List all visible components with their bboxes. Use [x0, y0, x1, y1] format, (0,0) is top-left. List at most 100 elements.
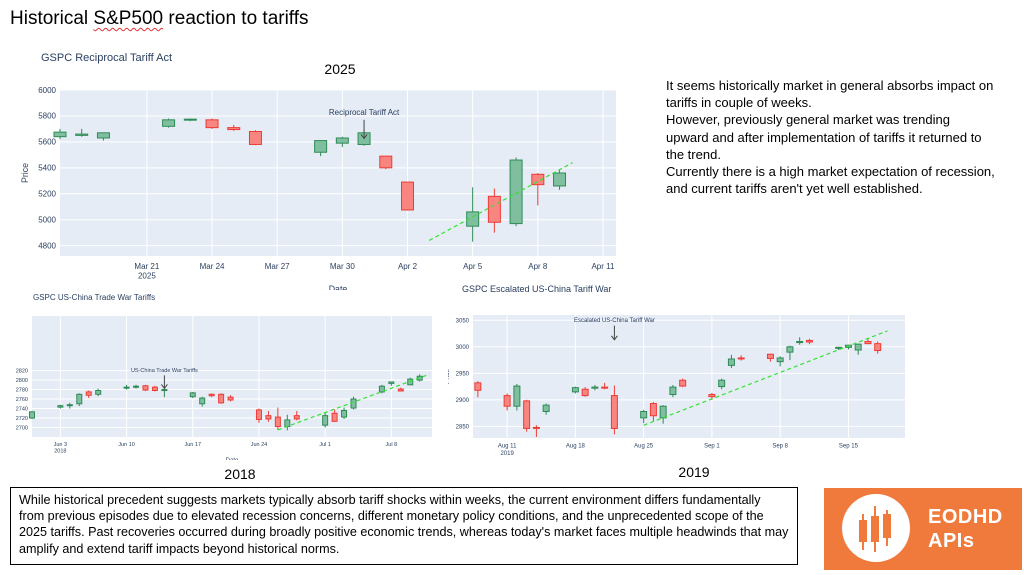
candle-body — [205, 119, 219, 129]
x-tick-label: Mar 24 — [200, 262, 225, 271]
candle-body — [766, 353, 774, 359]
insight-paragraph: Currently there is a high market expecta… — [666, 164, 995, 197]
candle-body — [322, 415, 329, 426]
candle-body — [162, 119, 176, 127]
plot-area — [473, 315, 905, 438]
candle-body — [640, 410, 648, 419]
candle-body — [331, 412, 338, 422]
candle-body — [265, 415, 272, 420]
insight-paragraph: It seems historically market in general … — [666, 78, 994, 111]
y-tick-label: 2820 — [16, 368, 28, 374]
candle-body — [255, 409, 262, 420]
candle-body — [29, 411, 35, 419]
candlestick-logo-icon — [842, 494, 910, 562]
candle-body — [553, 172, 567, 187]
candle-body — [523, 400, 531, 429]
candle-body — [151, 386, 158, 391]
candle-body — [133, 385, 140, 388]
candle-body — [835, 346, 843, 349]
candle-body — [75, 133, 89, 136]
trend-line — [643, 330, 888, 426]
candle-body — [571, 387, 579, 393]
y-tick-label: 3000 — [456, 345, 470, 351]
insight-text: It seems historically market in general … — [666, 77, 996, 197]
candle-body — [142, 385, 149, 391]
candle-body — [737, 357, 745, 360]
candle-body — [591, 386, 599, 389]
candle-body — [248, 131, 262, 145]
y-axis-title: Price — [448, 369, 451, 384]
candle-body — [581, 388, 589, 397]
event-annotation-label: Reciprocal Tariff Act — [329, 108, 400, 117]
y-tick-label: 2900 — [456, 398, 470, 404]
candle-body — [199, 397, 206, 405]
candle-body — [123, 386, 130, 389]
y-tick-label: 6000 — [38, 86, 56, 95]
event-annotation-label: Escalated US-China Tariff War — [574, 318, 655, 324]
candle-body — [532, 426, 540, 429]
event-annotation-arrow-head — [611, 335, 618, 341]
candle-body — [397, 388, 404, 392]
logo-text-line1: EODHD — [928, 506, 1003, 528]
candle-body — [776, 357, 784, 363]
x-tick-label: Jul 8 — [386, 442, 398, 448]
candle-body — [66, 404, 73, 407]
candle-body — [531, 173, 545, 186]
x-tick-label: Sep 8 — [772, 444, 788, 450]
y-tick-label: 2800 — [16, 378, 28, 384]
summary-box: While historical precedent suggests mark… — [10, 487, 798, 565]
candle-body — [293, 415, 300, 420]
candle-body — [649, 403, 657, 417]
eodhd-logo: EODHD APIs — [824, 488, 1022, 570]
y-tick-label: 3050 — [456, 318, 470, 324]
x-tick-label: Apr 5 — [463, 262, 483, 271]
y-tick-label: 2700 — [16, 425, 28, 431]
candle-body — [388, 381, 395, 384]
x-tick-label: Mar 27 — [265, 262, 290, 271]
candle-body — [95, 389, 102, 395]
plot-area — [32, 316, 432, 437]
candle-body — [208, 393, 215, 397]
candle-body — [57, 405, 64, 408]
x-tick-label: Mar 21 — [134, 262, 159, 271]
x-tick-label: Jul 1 — [319, 442, 331, 448]
x-tick-label: Apr 11 — [591, 262, 615, 271]
x-tick-sublabel: 2025 — [138, 271, 156, 280]
x-tick-label: Jun 10 — [118, 442, 135, 448]
candle-body — [85, 391, 92, 396]
x-tick-sublabel: 2019 — [500, 451, 514, 457]
candle-body — [509, 159, 523, 225]
page-title: Historical S&P500 reaction to tariffs — [10, 8, 309, 29]
candle-body — [542, 404, 550, 412]
candle-body — [864, 341, 872, 345]
x-tick-label: Jun 3 — [54, 442, 67, 448]
x-tick-sublabel: 2018 — [54, 448, 66, 454]
candle-body — [503, 395, 511, 407]
candle-body — [335, 137, 349, 144]
y-tick-label: 2780 — [16, 387, 28, 393]
plot-area — [60, 90, 616, 256]
candle-body — [274, 416, 281, 428]
y-axis-title: Price — [20, 163, 30, 183]
y-tick-label: 5400 — [38, 164, 56, 173]
x-tick-label: Aug 25 — [634, 444, 654, 450]
chart-2018-year-label: 2018 — [224, 466, 256, 482]
chart-2025-title: GSPC Reciprocal Tariff Act — [41, 52, 173, 64]
candle-body — [350, 398, 357, 409]
event-annotation-arrow-head — [360, 134, 368, 140]
y-tick-label: 5200 — [38, 190, 56, 199]
logo-text-line2: APIs — [928, 530, 975, 552]
event-annotation-label: US-China Trade War Tariffs — [131, 368, 198, 374]
event-annotation-arrow-head — [160, 384, 168, 390]
candle-body — [378, 385, 385, 393]
x-tick-label: Mar 30 — [330, 262, 355, 271]
y-tick-label: 5000 — [38, 215, 56, 224]
candle-body — [183, 118, 197, 121]
candle-body — [379, 155, 393, 169]
candle-body — [76, 393, 83, 405]
candle-body — [727, 358, 735, 366]
candle-body — [227, 127, 241, 131]
x-tick-label: Aug 11 — [498, 444, 517, 450]
